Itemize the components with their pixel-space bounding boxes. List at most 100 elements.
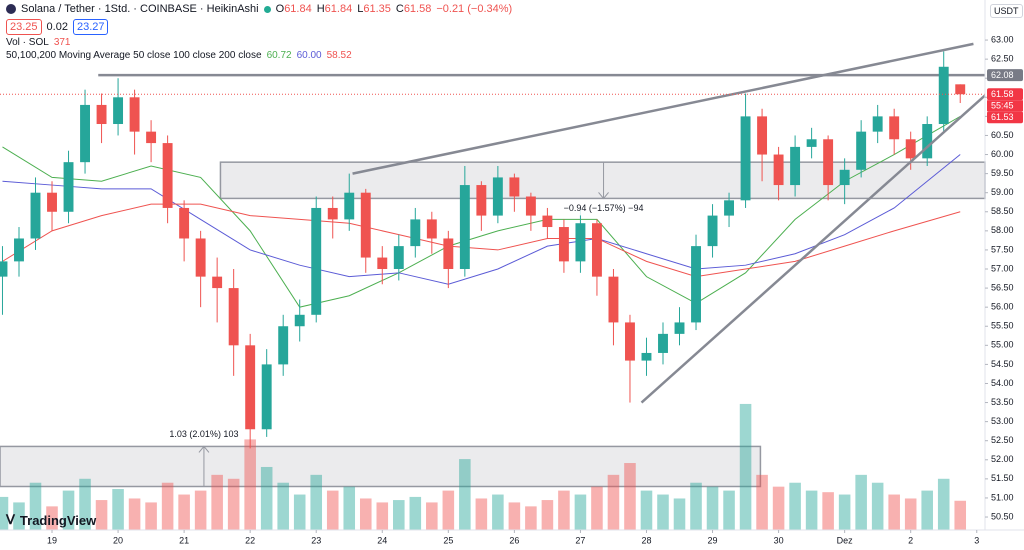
volume-bar xyxy=(128,498,141,530)
candle-body xyxy=(212,276,223,289)
quote-value: 61.35 xyxy=(363,3,391,15)
market-open-dot xyxy=(263,5,271,13)
measure-label-bg xyxy=(567,201,640,216)
ma-title: 50,100,200 Moving Average 50 close 100 c… xyxy=(6,50,262,61)
candle-body xyxy=(426,219,437,239)
quote: O61.84 H61.84 L61.35 C61.58 xyxy=(276,3,432,15)
candle-body xyxy=(327,207,338,220)
y-tick-label: 52.50 xyxy=(991,435,1014,445)
quote-value: 61.58 xyxy=(403,3,432,15)
volume-bar xyxy=(772,486,785,530)
volume-bar xyxy=(855,474,867,530)
x-tick-label: 21 xyxy=(179,535,189,545)
volume-bar xyxy=(46,506,58,530)
candle-body xyxy=(509,177,520,197)
candle-body xyxy=(658,333,668,353)
measure-arrowhead xyxy=(198,445,210,453)
x-tick-label: 30 xyxy=(774,535,784,545)
volume-bar xyxy=(343,486,356,530)
buy-button[interactable]: 23.27 xyxy=(72,19,109,35)
volume-title: Vol · SOL xyxy=(6,37,49,48)
candle-body xyxy=(955,84,966,95)
measure-label-bg xyxy=(167,427,240,442)
candle-body xyxy=(0,261,8,277)
volume-bar xyxy=(227,478,240,530)
quote-item: O61.84 xyxy=(276,3,312,15)
x-tick-label: 22 xyxy=(245,535,255,545)
ma-last: 60.72 xyxy=(266,50,292,61)
trendline xyxy=(640,94,986,404)
x-tick-label: 3 xyxy=(974,535,979,545)
volume-bar xyxy=(640,490,653,530)
volume-bar xyxy=(673,498,686,530)
volume-bar xyxy=(0,496,9,530)
currency-button[interactable]: USDT xyxy=(990,4,1023,18)
volume-bar xyxy=(492,494,504,530)
x-tick-label: 29 xyxy=(708,535,718,545)
sell-button[interactable]: 23.25 xyxy=(6,19,42,35)
candle-body xyxy=(360,192,371,258)
volume-bar xyxy=(739,403,752,530)
volume-bar xyxy=(95,500,108,530)
candle-body xyxy=(344,192,355,220)
candle-body xyxy=(856,131,867,170)
candle-body xyxy=(542,215,553,228)
candle-body xyxy=(790,146,801,186)
y-tick-label: 54.50 xyxy=(991,359,1014,369)
volume-bar xyxy=(178,494,190,530)
volume-bar xyxy=(79,478,91,530)
quote-value: 61.84 xyxy=(284,3,312,15)
ma-last: 58.52 xyxy=(326,50,352,61)
currency: USDT xyxy=(994,6,1019,16)
countdown: 55:45 xyxy=(991,101,1014,111)
candle-body xyxy=(591,223,602,277)
symbol-title: Solana / Tether · 1Std. · COINBASE · Hei… xyxy=(21,3,259,15)
volume-last: 371 xyxy=(53,37,71,48)
x-tick-label: 26 xyxy=(509,535,519,545)
volume-bar xyxy=(937,478,950,530)
volume-bar xyxy=(607,474,620,530)
candle-body xyxy=(724,200,735,216)
candle-body xyxy=(889,116,900,140)
y-tick-label: 56.00 xyxy=(991,302,1014,312)
candle-body xyxy=(905,139,916,159)
candle-body xyxy=(823,139,834,186)
symbol-icon xyxy=(6,4,16,14)
candle-body xyxy=(625,322,635,361)
volume-bar xyxy=(112,489,124,530)
last-price-label: 61.58 xyxy=(991,89,1014,99)
candle-body xyxy=(674,322,685,334)
x-tick-label: 2 xyxy=(908,535,913,545)
watermark-text: TradingView xyxy=(19,512,97,528)
candle-body xyxy=(707,215,718,247)
x-tick-label: 25 xyxy=(443,535,453,545)
candle-body xyxy=(410,219,421,247)
order-panel: 23.25 0.02 23.27 xyxy=(6,19,109,35)
level-price-label-bg xyxy=(987,69,1023,82)
volume-bar xyxy=(508,502,521,530)
zone xyxy=(0,445,762,488)
y-tick-label: 60.50 xyxy=(991,130,1014,140)
volume-bar xyxy=(161,482,174,530)
volume-bar xyxy=(459,459,471,530)
countdown-bg xyxy=(987,100,1023,112)
moving-average xyxy=(2,115,961,308)
y-tick-label: 58.00 xyxy=(991,225,1014,235)
candle-body xyxy=(162,143,173,208)
candle-body xyxy=(691,246,701,323)
watermark: ᐯ TradingView xyxy=(6,512,96,528)
candle-body xyxy=(773,154,784,186)
candle-body xyxy=(922,124,933,159)
volume-bar xyxy=(624,463,636,530)
volume-bar xyxy=(359,498,372,530)
trendline xyxy=(352,42,974,175)
volume-bar xyxy=(574,494,587,530)
level-price-label: 62.08 xyxy=(991,70,1014,80)
candle-body xyxy=(96,104,107,125)
volume-bar xyxy=(29,482,42,530)
y-tick-label: 56.50 xyxy=(991,282,1014,292)
candle-body xyxy=(740,116,751,201)
candle-body xyxy=(129,97,140,132)
volume-bar xyxy=(62,490,75,530)
volume-bar xyxy=(706,486,719,530)
